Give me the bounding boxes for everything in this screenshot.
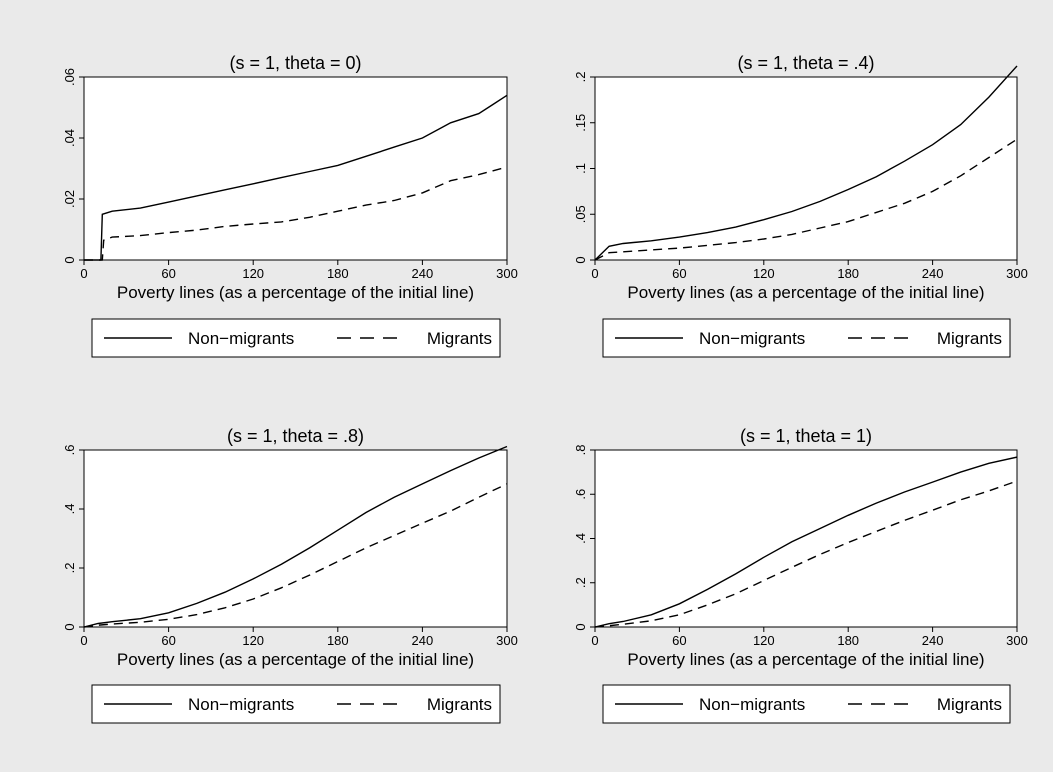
y-tick-label: 0	[573, 256, 588, 263]
x-axis-title: Poverty lines (as a percentage of the in…	[627, 283, 984, 302]
x-tick-label: 120	[242, 266, 264, 281]
chart-title: (s = 1, theta = .8)	[227, 426, 364, 446]
legend-label-non-migrants: Non−migrants	[699, 329, 805, 348]
y-tick-label: 0	[573, 623, 588, 630]
x-tick-label: 240	[922, 266, 944, 281]
legend-label-migrants: Migrants	[427, 695, 492, 714]
x-axis-title: Poverty lines (as a percentage of the in…	[117, 650, 474, 669]
x-tick-label: 240	[412, 266, 434, 281]
y-tick-label: .6	[62, 445, 77, 456]
y-tick-label: .4	[62, 504, 77, 515]
x-tick-label: 180	[327, 266, 349, 281]
y-tick-label: .04	[62, 129, 77, 147]
chart-panel-3: (s = 1, theta = .8) 0 60 120 180 240 300 0 .2 .4.…	[62, 426, 518, 723]
chart-title: (s = 1, theta = .4)	[737, 53, 874, 73]
x-tick-label: 240	[922, 633, 944, 648]
y-tick-label: .2	[62, 563, 77, 574]
chart-panel-4: (s = 1, theta = 1) 0 60 120 180 240 300 0 .2 .4 .6…	[573, 426, 1028, 723]
x-tick-label: 60	[672, 266, 686, 281]
y-tick-label: .05	[573, 205, 588, 223]
x-tick-label: 300	[496, 633, 518, 648]
chart-panel-2: (s = 1, theta = .4) 0 60 120 180 240 300 0 .05 .1…	[573, 53, 1028, 357]
y-tick-label: .2	[573, 577, 588, 588]
chart-title: (s = 1, theta = 1)	[740, 426, 872, 446]
y-tick-label: .02	[62, 190, 77, 208]
x-tick-label: 120	[242, 633, 264, 648]
x-tick-label: 300	[1006, 266, 1028, 281]
y-tick-label: .2	[573, 72, 588, 83]
y-tick-label: .6	[573, 489, 588, 500]
chart-panel-1: (s = 1, theta = 0) 0 60 120 180 240 300 0 .02 .04…	[62, 53, 518, 357]
x-tick-label: 180	[837, 266, 859, 281]
legend-label-non-migrants: Non−migrants	[188, 329, 294, 348]
x-tick-label: 180	[837, 633, 859, 648]
x-tick-label: 240	[412, 633, 434, 648]
legend: Non−migrants Migrants	[603, 319, 1010, 357]
x-tick-label: 120	[753, 266, 775, 281]
x-tick-label: 60	[672, 633, 686, 648]
chart-title: (s = 1, theta = 0)	[229, 53, 361, 73]
y-tick-label: .15	[573, 114, 588, 132]
legend: Non−migrants Migrants	[92, 685, 500, 723]
x-tick-label: 0	[80, 266, 87, 281]
y-tick-label: 0	[62, 623, 77, 630]
legend-label-non-migrants: Non−migrants	[699, 695, 805, 714]
x-tick-label: 0	[80, 633, 87, 648]
x-tick-label: 60	[161, 266, 175, 281]
x-tick-label: 60	[161, 633, 175, 648]
x-tick-label: 0	[591, 266, 598, 281]
y-tick-label: .1	[573, 163, 588, 174]
y-tick-label: .8	[573, 445, 588, 456]
y-tick-label: .4	[573, 533, 588, 544]
plot-area	[595, 77, 1017, 260]
x-axis-title: Poverty lines (as a percentage of the in…	[117, 283, 474, 302]
legend: Non−migrants Migrants	[603, 685, 1010, 723]
plot-area	[84, 77, 507, 260]
y-tick-label: 0	[62, 256, 77, 263]
x-tick-label: 180	[327, 633, 349, 648]
x-tick-label: 300	[1006, 633, 1028, 648]
x-tick-label: 120	[753, 633, 775, 648]
x-tick-label: 0	[591, 633, 598, 648]
y-tick-label: .06	[62, 68, 77, 86]
x-axis-title: Poverty lines (as a percentage of the in…	[627, 650, 984, 669]
legend-label-migrants: Migrants	[937, 695, 1002, 714]
x-tick-label: 300	[496, 266, 518, 281]
legend-label-migrants: Migrants	[427, 329, 492, 348]
plot-area	[595, 450, 1017, 627]
plot-area	[84, 450, 507, 627]
legend-label-migrants: Migrants	[937, 329, 1002, 348]
legend-label-non-migrants: Non−migrants	[188, 695, 294, 714]
legend: Non−migrants Migrants	[92, 319, 500, 357]
